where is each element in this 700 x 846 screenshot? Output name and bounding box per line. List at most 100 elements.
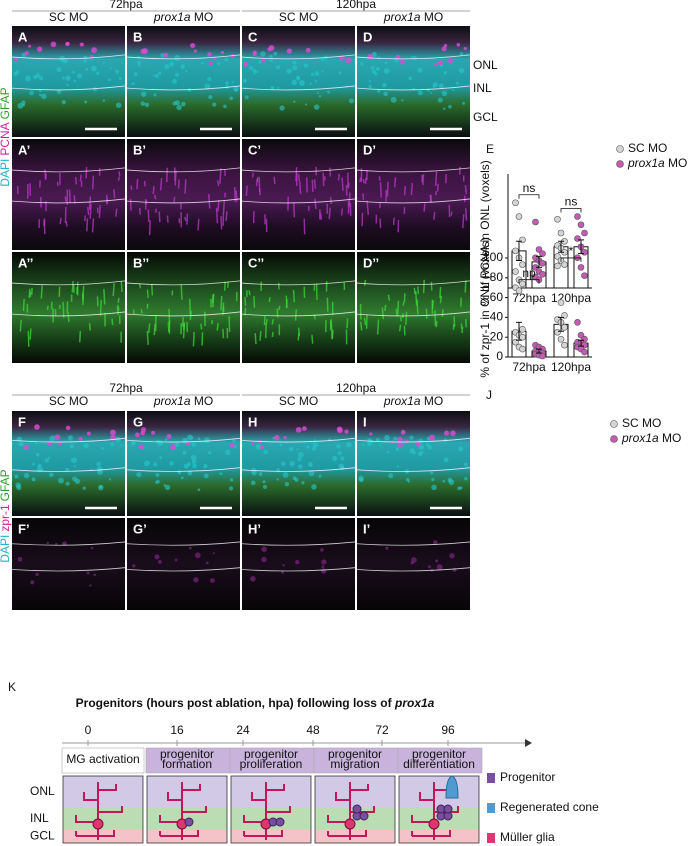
decoration xyxy=(408,76,412,80)
stain-word: GFAP xyxy=(0,469,12,501)
decoration xyxy=(297,332,300,341)
decoration xyxy=(11,85,126,91)
decoration xyxy=(120,444,123,447)
decoration xyxy=(356,541,471,546)
decoration xyxy=(453,316,456,327)
decoration xyxy=(396,300,400,316)
decoration xyxy=(338,463,345,470)
decoration xyxy=(115,102,122,108)
decoration xyxy=(126,311,241,317)
data-point xyxy=(532,218,539,226)
decoration xyxy=(439,295,443,304)
decoration xyxy=(185,70,188,73)
decoration xyxy=(164,438,168,441)
decoration xyxy=(379,444,382,447)
decoration xyxy=(371,51,377,57)
decoration xyxy=(262,484,267,489)
micrograph xyxy=(127,518,240,610)
decoration xyxy=(314,775,396,844)
decoration xyxy=(452,567,457,572)
significance-label: np xyxy=(522,266,536,280)
decoration xyxy=(297,457,302,462)
decoration xyxy=(217,200,220,212)
decoration xyxy=(292,289,296,303)
decoration xyxy=(113,189,116,199)
decoration xyxy=(32,462,36,466)
decoration xyxy=(461,214,465,229)
decoration xyxy=(172,101,177,106)
timeline-label: 48 xyxy=(306,723,320,737)
decoration xyxy=(384,61,388,65)
decoration xyxy=(208,194,211,209)
decoration xyxy=(126,567,241,572)
decoration xyxy=(192,331,195,347)
decoration xyxy=(311,179,314,192)
decoration xyxy=(250,441,255,446)
decoration xyxy=(173,196,176,203)
decoration xyxy=(215,207,219,224)
panel-letter: J xyxy=(486,388,492,402)
decoration xyxy=(82,486,86,490)
decoration xyxy=(147,209,150,222)
decoration xyxy=(258,472,263,476)
decoration xyxy=(154,194,157,200)
decoration xyxy=(14,474,19,479)
decoration xyxy=(248,290,251,296)
decoration xyxy=(40,285,43,299)
decoration xyxy=(146,289,149,299)
data-point xyxy=(554,215,561,223)
decoration xyxy=(177,179,180,189)
decoration xyxy=(255,443,262,450)
decoration xyxy=(229,96,234,101)
decoration xyxy=(21,100,26,105)
decoration xyxy=(85,67,89,71)
decoration xyxy=(146,775,228,844)
decoration xyxy=(295,559,300,565)
micrograph xyxy=(12,518,125,610)
decoration xyxy=(297,464,303,470)
decoration xyxy=(154,554,160,560)
data-point xyxy=(519,345,526,353)
decoration xyxy=(293,100,296,104)
decoration xyxy=(387,294,391,301)
decoration xyxy=(190,437,194,440)
decoration xyxy=(356,567,471,572)
decoration xyxy=(560,208,582,213)
micrograph xyxy=(12,252,125,363)
decoration xyxy=(11,167,126,173)
decoration xyxy=(13,57,19,62)
panel-label: D’’ xyxy=(363,255,379,270)
decoration xyxy=(191,459,197,464)
decoration xyxy=(190,454,197,461)
decoration xyxy=(319,212,323,220)
decoration xyxy=(392,217,395,226)
decoration xyxy=(180,64,185,69)
decoration xyxy=(390,96,397,103)
decoration xyxy=(217,61,221,66)
decoration xyxy=(38,89,42,93)
decoration xyxy=(91,218,95,233)
decoration xyxy=(464,462,468,467)
decoration xyxy=(19,319,22,332)
decoration xyxy=(154,208,158,213)
decoration xyxy=(362,444,365,447)
decoration xyxy=(356,167,471,173)
data-point xyxy=(561,323,568,331)
decoration xyxy=(363,279,367,286)
timepoint-label: 120hpa xyxy=(336,381,376,395)
decoration xyxy=(367,53,374,60)
decoration xyxy=(244,95,249,100)
decoration xyxy=(356,54,471,60)
decoration xyxy=(75,782,123,840)
decoration xyxy=(356,198,471,204)
data-point xyxy=(554,328,561,336)
decoration xyxy=(231,776,311,808)
decoration xyxy=(192,463,197,469)
decoration xyxy=(71,457,77,464)
decoration xyxy=(382,82,387,88)
decoration xyxy=(230,775,312,844)
decoration xyxy=(90,546,94,550)
decoration xyxy=(102,62,105,65)
decoration xyxy=(245,185,248,196)
legend-label: SC MO xyxy=(628,141,667,155)
